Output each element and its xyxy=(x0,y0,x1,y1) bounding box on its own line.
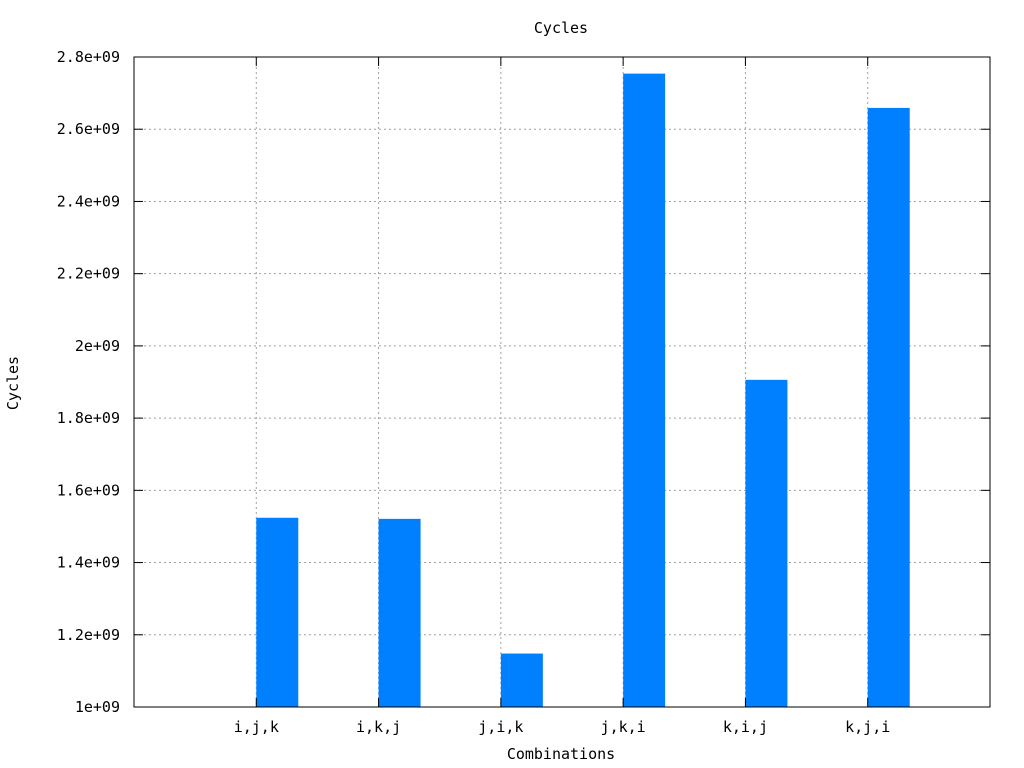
bar-4 xyxy=(745,379,788,707)
y-tick-label: 1e+09 xyxy=(75,698,120,716)
y-tick-label: 2.2e+09 xyxy=(57,265,120,283)
y-tick-label: 1.6e+09 xyxy=(57,481,120,499)
bar-1 xyxy=(378,518,421,707)
y-axis-label: Cycles xyxy=(4,356,22,410)
x-tick-label: j,k,i xyxy=(601,718,646,736)
y-tick-label: 2.6e+09 xyxy=(57,120,120,138)
x-tick-label: k,i,j xyxy=(723,718,768,736)
plot-area-frame xyxy=(133,56,991,708)
bar-2 xyxy=(500,653,543,707)
x-tick-labels: i,j,k i,k,j j,i,k j,k,i k,i,j k,j,i xyxy=(234,718,891,736)
y-tick-label: 2.8e+09 xyxy=(57,48,120,66)
x-tick-label: j,i,k xyxy=(478,718,523,736)
x-tick-label: i,j,k xyxy=(234,718,279,736)
bar-0 xyxy=(256,517,299,707)
y-tick-label: 1.2e+09 xyxy=(57,626,120,644)
x-tick-label: k,j,i xyxy=(845,718,890,736)
axis-ticks xyxy=(134,56,990,708)
x-axis-label: Combinations xyxy=(507,745,615,763)
y-tick-label: 2e+09 xyxy=(75,337,120,355)
chart-title: Cycles xyxy=(534,19,588,37)
bar-5 xyxy=(867,107,910,707)
bar-3 xyxy=(623,73,666,708)
y-tick-label: 2.4e+09 xyxy=(57,192,120,210)
y-tick-label: 1.8e+09 xyxy=(57,409,120,427)
y-tick-label: 1.4e+09 xyxy=(57,554,120,572)
y-tick-labels: 1e+09 1.2e+09 1.4e+09 1.6e+09 1.8e+09 2e+09 2.… xyxy=(57,48,120,716)
x-tick-label: i,k,j xyxy=(356,718,401,736)
bars xyxy=(256,73,910,708)
